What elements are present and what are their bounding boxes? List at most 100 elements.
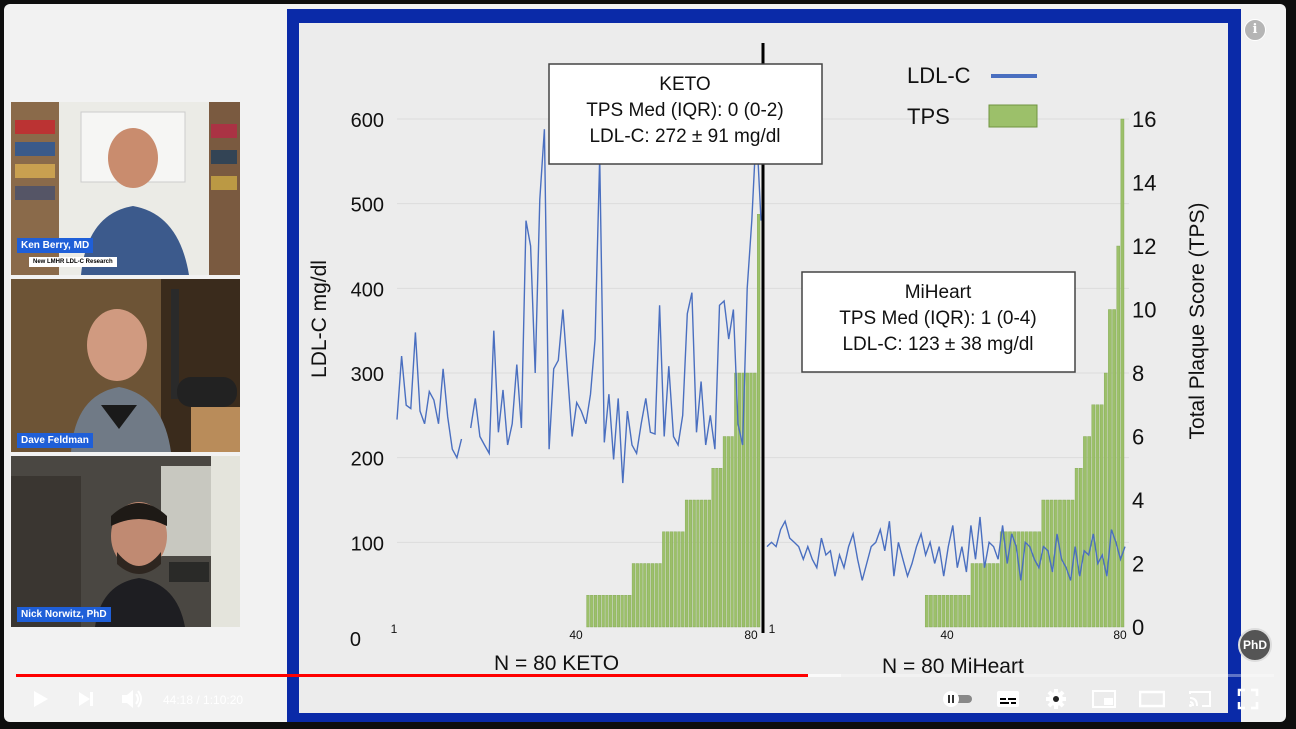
tps-bar <box>616 595 620 628</box>
y-axis-right-label: Total Plaque Score (TPS) <box>1186 203 1209 440</box>
tps-bar <box>707 499 711 628</box>
tps-bar <box>1108 309 1112 628</box>
miniplayer-button[interactable] <box>1088 685 1120 713</box>
tps-bar <box>1103 372 1108 628</box>
y-tick-right: 8 <box>1132 361 1144 386</box>
legend-tps-label: TPS <box>907 104 950 129</box>
tps-bar <box>601 595 605 628</box>
tps-bar <box>954 595 958 628</box>
miheart-annotation: MiHeart TPS Med (IQR): 1 (0-4) LDL-C: 12… <box>801 271 1076 373</box>
tps-bar <box>1112 309 1116 628</box>
tps-bar <box>692 499 696 628</box>
tps-bar <box>643 563 647 628</box>
video-player[interactable]: Ken Berry, MD New LMHR LDL-C Research Da… <box>4 4 1286 722</box>
tps-bar <box>1045 499 1050 628</box>
tps-bar <box>609 595 613 628</box>
tps-bar <box>677 531 681 628</box>
tps-bar <box>658 563 662 628</box>
tps-bar <box>1024 531 1029 628</box>
x-tick: 80 <box>1113 628 1127 642</box>
miheart-ldl: LDL-C: 123 ± 38 mg/dl <box>842 334 1033 355</box>
keto-ldl: LDL-C: 272 ± 91 mg/dl <box>589 126 780 147</box>
tps-bar <box>696 499 700 628</box>
legend-ldl-label: LDL-C <box>907 63 971 88</box>
tps-bar <box>1058 499 1062 628</box>
tps-bar <box>688 499 692 628</box>
tps-bar <box>719 468 723 628</box>
play-button[interactable] <box>24 685 56 713</box>
info-button[interactable]: i <box>1244 19 1266 41</box>
autoplay-toggle[interactable] <box>938 685 978 713</box>
tps-bar <box>711 468 715 628</box>
chart-legend: LDL-C TPS <box>907 63 1038 129</box>
tps-bar <box>730 436 734 628</box>
duration: 1:10:20 <box>203 693 244 707</box>
y-tick-right: 4 <box>1132 488 1144 513</box>
tps-bar <box>983 563 987 628</box>
y-axis-left-label: LDL-C mg/dl <box>308 260 331 378</box>
subtitles-icon <box>997 691 1019 707</box>
next-button[interactable] <box>70 685 102 713</box>
tps-bar <box>700 499 704 628</box>
y-tick-left: 100 <box>351 533 384 555</box>
tps-bar <box>945 595 950 628</box>
tps-bar <box>1041 499 1046 628</box>
tps-bar <box>666 531 670 628</box>
y-tick-right: 12 <box>1132 234 1156 259</box>
y-tick-right: 2 <box>1132 552 1144 577</box>
tps-bar <box>937 595 942 628</box>
miheart-group-label: N = 80 MiHeart <box>882 655 1024 678</box>
x-tick: 1 <box>769 622 776 636</box>
tps-bar <box>593 595 598 628</box>
miheart-title: MiHeart <box>905 282 972 303</box>
current-time: 44:18 <box>163 693 194 707</box>
y-tick-right: 0 <box>1132 615 1144 640</box>
participant-name: Nick Norwitz, PhD <box>17 607 111 622</box>
y-tick-left: 600 <box>351 110 384 132</box>
tps-bar <box>662 531 666 628</box>
y-tick-left: 400 <box>351 279 384 301</box>
tps-bar <box>1037 531 1041 628</box>
tps-bar <box>1095 404 1100 628</box>
y-tick-left: 200 <box>351 449 384 471</box>
participant-video-nick-norwitz <box>11 456 240 627</box>
tps-bar <box>1066 499 1071 628</box>
autoplay-toggle-icon <box>943 691 972 707</box>
tps-bar <box>620 595 624 628</box>
tps-bar <box>726 436 730 628</box>
fullscreen-button[interactable] <box>1232 685 1264 713</box>
tps-bar <box>924 595 929 628</box>
theater-mode-button[interactable] <box>1136 685 1168 713</box>
cast-icon <box>1189 691 1211 707</box>
participant-subtitle: New LMHR LDL-C Research <box>29 257 117 267</box>
mute-button[interactable] <box>116 685 148 713</box>
tps-bar <box>586 595 590 628</box>
tps-bar <box>974 563 979 628</box>
tps-bar <box>681 531 685 628</box>
tps-bar <box>995 563 1000 628</box>
tps-bar <box>949 595 954 628</box>
x-tick: 80 <box>744 628 758 642</box>
tps-bar <box>1016 531 1021 628</box>
tps-bar <box>715 468 719 628</box>
tps-bar <box>624 595 628 628</box>
tps-bar <box>970 563 975 628</box>
ldl-line-keto <box>396 127 762 484</box>
time-display: 44:18 / 1:10:20 <box>163 693 244 707</box>
subtitles-button[interactable] <box>992 685 1024 713</box>
y-tick-right: 10 <box>1132 298 1156 323</box>
tps-bar <box>639 563 643 628</box>
tps-bar <box>738 372 742 628</box>
settings-button[interactable] <box>1040 685 1072 713</box>
cast-button[interactable] <box>1184 685 1216 713</box>
x-tick: 40 <box>569 628 583 642</box>
tps-bar <box>597 595 601 628</box>
participant-name: Dave Feldman <box>17 433 93 448</box>
tps-bar <box>628 595 632 628</box>
tps-bar <box>1004 531 1008 628</box>
tps-bar <box>684 499 689 628</box>
channel-watermark[interactable]: PhD <box>1238 628 1272 662</box>
y-tick-left: 300 <box>351 364 384 386</box>
play-icon <box>34 691 48 707</box>
participant-tile-ken-berry: Ken Berry, MD New LMHR LDL-C Research <box>11 102 240 275</box>
